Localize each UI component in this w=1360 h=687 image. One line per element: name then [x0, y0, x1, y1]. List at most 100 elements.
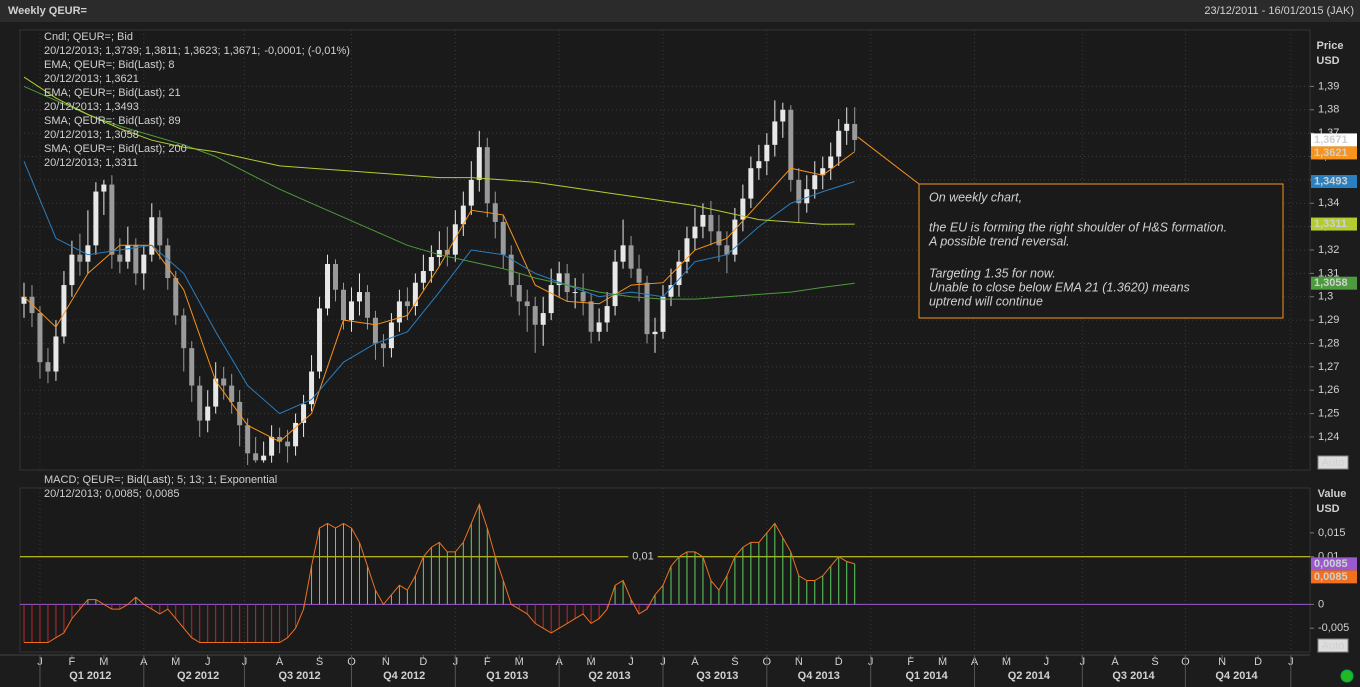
last-value-box — [1311, 146, 1357, 160]
last-value-box — [1311, 133, 1357, 147]
candle-body — [165, 245, 171, 279]
x-tick-label: A — [276, 656, 284, 668]
candle-body — [53, 336, 59, 372]
candle-body — [364, 292, 370, 318]
candle-body — [21, 296, 27, 304]
last-value-box — [1311, 570, 1357, 584]
macd-line — [24, 502, 855, 643]
candle-body — [484, 147, 490, 204]
candle-body — [572, 292, 578, 294]
annotation-text: A possible trend reversal. — [928, 234, 1070, 248]
indicator-line — [23, 85, 855, 300]
candle-body — [404, 301, 410, 307]
candle-body — [173, 278, 179, 316]
candle-body — [852, 124, 858, 140]
x-tick-label: F — [69, 656, 76, 668]
auto-scale-button[interactable] — [1317, 638, 1349, 653]
title-bar — [0, 0, 1360, 22]
legend-readout: 20/12/2013; 1,3621 — [44, 73, 139, 85]
chart-title: Weekly QEUR= — [8, 5, 87, 17]
indicator-line — [23, 151, 855, 443]
candle-body — [189, 348, 195, 386]
legend-entry: Cndl; QEUR=; Bid — [44, 31, 133, 43]
x-tick-label: N — [1218, 656, 1226, 668]
candle-body — [780, 109, 786, 122]
candle-body — [524, 301, 530, 307]
annotation-connector — [857, 136, 920, 185]
candle-body — [700, 214, 706, 227]
candle-body — [500, 221, 506, 255]
candle-body — [596, 322, 602, 332]
candle-body — [348, 301, 354, 321]
x-tick-label: M — [99, 656, 108, 668]
candle-body — [101, 184, 107, 192]
readout: 0,0085 — [146, 488, 180, 500]
x-tick-label: N — [795, 656, 803, 668]
y-tick-label: 1,27 — [1318, 361, 1339, 373]
candle-body — [460, 205, 466, 225]
legend-entry: SMA; QEUR=; Bid(Last); 200 — [44, 143, 187, 155]
last-value-label: 1,3058 — [1314, 277, 1348, 289]
candle-body — [812, 175, 818, 190]
x-tick-label: N — [382, 656, 390, 668]
threshold-label: 0,01 — [632, 551, 653, 563]
candle-body — [229, 385, 235, 402]
x-tick-label: M — [1002, 656, 1011, 668]
auto-scale-label: Auto — [1322, 457, 1345, 469]
candle-body — [692, 226, 698, 239]
last-value-box — [1311, 557, 1357, 571]
readout: 20/12/2013; 1,3739; 1,3811; 1,3623; 1,36… — [44, 45, 260, 57]
legend-entry: EMA; QEUR=; Bid(Last); 21 — [44, 87, 181, 99]
candle-body — [213, 378, 219, 407]
candle-body — [724, 245, 730, 255]
candle-body — [325, 264, 331, 309]
candle-body — [301, 404, 307, 423]
candle-body — [564, 273, 570, 293]
last-value-box — [1311, 217, 1357, 231]
candle-body — [309, 371, 315, 405]
candle-body — [772, 121, 778, 145]
candle-body — [141, 254, 147, 274]
annotation-box — [918, 183, 1284, 319]
x-tick-label: S — [316, 656, 323, 668]
candle-body — [380, 343, 386, 349]
candle-body — [492, 203, 498, 222]
y-tick-label: 1,25 — [1318, 407, 1339, 419]
x-tick-label: F — [484, 656, 491, 668]
candle-body — [125, 245, 131, 262]
auto-scale-button[interactable] — [1317, 455, 1349, 470]
x-tick-label: J — [1044, 656, 1050, 668]
quarter-label: Q2 2014 — [1008, 670, 1051, 682]
candle-body — [844, 123, 850, 131]
candle-body — [476, 147, 482, 180]
candle-body — [708, 214, 714, 232]
candle-body — [820, 168, 826, 176]
candle-body — [468, 179, 474, 206]
candle-body — [356, 292, 362, 302]
candle-body — [333, 264, 339, 290]
y-tick-label: 1,38 — [1318, 104, 1339, 116]
candle-body — [756, 161, 762, 169]
candle-body — [205, 406, 211, 421]
candle-body — [285, 441, 291, 447]
candle-body — [588, 301, 594, 332]
y-tick-label: 1,3 — [1318, 291, 1333, 303]
x-tick-label: M — [515, 656, 524, 668]
candle-body — [253, 453, 259, 461]
candle-body — [676, 261, 682, 286]
indicator-line — [23, 76, 855, 225]
quarter-label: Q1 2014 — [905, 670, 948, 682]
indicator-line — [23, 161, 855, 415]
candle-body — [556, 273, 562, 286]
candle-body — [109, 184, 115, 255]
candle-body — [436, 250, 442, 258]
status-indicator — [1340, 669, 1354, 683]
quarter-label: Q4 2013 — [798, 670, 840, 682]
candle-body — [628, 245, 634, 269]
candle-body — [197, 385, 203, 421]
candle-body — [740, 198, 746, 220]
candle-body — [133, 245, 139, 274]
macd-panel — [19, 487, 1311, 653]
